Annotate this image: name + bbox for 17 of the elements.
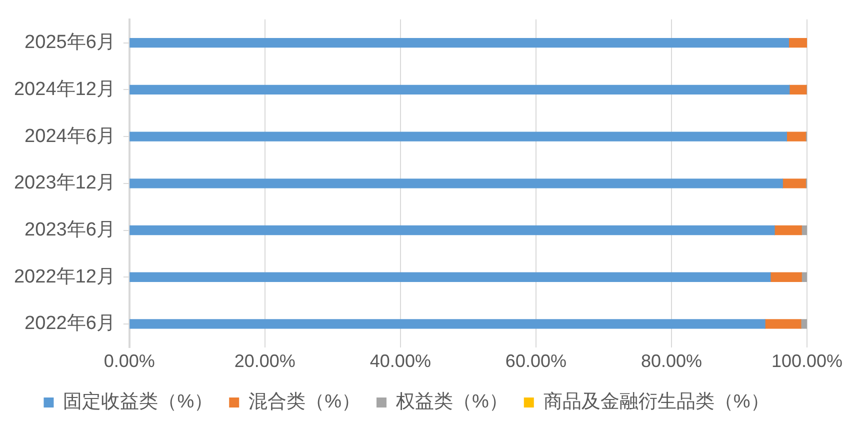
y-tick-label: 2023年6月 — [24, 219, 116, 240]
y-tick-label: 2025年6月 — [24, 32, 116, 54]
y-tick-label: 2023年12月 — [14, 172, 116, 194]
x-tick-label: 80.00% — [640, 351, 702, 372]
x-tick-label: 20.00% — [234, 351, 296, 372]
y-tick-label: 2024年6月 — [24, 126, 116, 147]
x-tick-label: 100.00% — [771, 351, 843, 372]
legend-label: 权益类（%） — [395, 392, 508, 413]
legend-label: 商品及金融衍生品类（%） — [543, 390, 770, 413]
y-tick-label: 2022年6月 — [24, 313, 116, 334]
y-tick-label: 2024年12月 — [14, 78, 116, 100]
x-tick-label: 40.00% — [370, 351, 431, 372]
legend-label: 固定收益类（%） — [63, 390, 214, 413]
x-tick-label: 0.00% — [104, 351, 155, 372]
x-tick-label: 60.00% — [505, 351, 566, 372]
legend-label: 混合类（%） — [248, 392, 361, 413]
y-tick-label: 2022年12月 — [14, 266, 116, 288]
